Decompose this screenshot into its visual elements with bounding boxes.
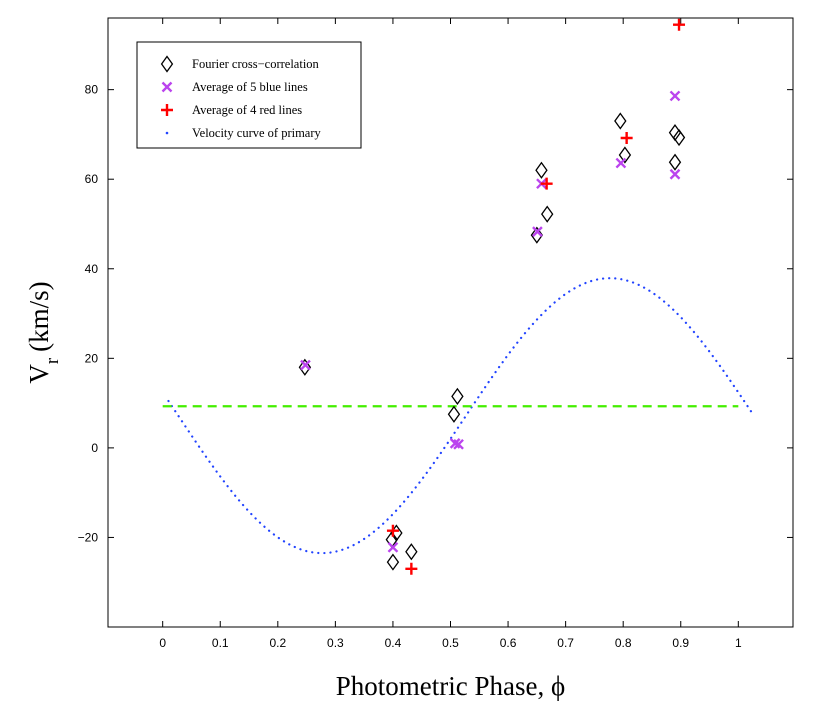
series-0-point-8: [535, 161, 548, 179]
legend-label-3: Velocity curve of primary: [192, 126, 322, 140]
y-tick-label-1: 0: [91, 441, 98, 455]
legend-label-2: Average of 4 red lines: [192, 103, 302, 117]
x-tick-label-7: 0.7: [557, 636, 574, 650]
legend-marker-3: [165, 131, 169, 135]
series-0-point-11: [618, 146, 632, 164]
series-1-point-7: [669, 90, 681, 102]
x-tick-label-5: 0.5: [442, 636, 459, 650]
y-axis-title-main: V: [24, 364, 54, 384]
series-0-point-7: [530, 226, 544, 244]
series-1-point-8: [669, 168, 681, 180]
series-0-point-12: [668, 124, 682, 142]
legend-label-0: Fourier cross−correlation: [192, 57, 320, 71]
series-2-point-1: [405, 562, 418, 575]
velocity-curve: [167, 277, 753, 555]
x-tick-label-2: 0.2: [269, 636, 286, 650]
y-axis-title-sub: r: [42, 357, 63, 364]
x-tick-label-0: 0: [159, 636, 166, 650]
x-tick-label-9: 0.9: [672, 636, 689, 650]
series-0-point-0: [298, 358, 312, 376]
x-axis-title: Photometric Phase, ϕ: [336, 671, 565, 701]
x-tick-label-4: 0.4: [385, 636, 402, 650]
series-1-point-0: [300, 359, 311, 371]
x-tick-label-8: 0.8: [615, 636, 632, 650]
legend-box: [136, 41, 362, 149]
x-tick-label-10: 1: [735, 636, 742, 650]
legend-marker-1: [161, 81, 173, 93]
series-0-point-9: [541, 205, 554, 223]
legend: Fourier cross−correlation Average of 5 bl…: [136, 41, 362, 149]
series-1-point-4: [532, 226, 543, 237]
plot-area: 0 0.1 0.2 0.3 0.4 0.5 0.6 0.7 0.8 0.9 1 −20 0 20 40 60 8…: [78, 17, 794, 650]
y-tick-label-5: 80: [85, 83, 99, 97]
y-tick-label-0: −20: [78, 530, 99, 544]
series-2-point-4: [673, 18, 686, 31]
series-1-point-3: [453, 438, 464, 450]
legend-marker-2: [161, 104, 173, 116]
series-1-point-6: [615, 157, 627, 169]
series-0-point-5: [447, 405, 461, 423]
series-0-point-3: [386, 553, 400, 571]
y-axis-title-units: (km/s): [24, 281, 54, 352]
legend-marker-0: [160, 55, 174, 73]
x-tick-label-1: 0.1: [212, 636, 229, 650]
y-tick-label-3: 40: [85, 262, 99, 276]
series-1-point-1: [387, 541, 399, 553]
y-tick-label-4: 60: [85, 172, 99, 186]
y-axis-title: Vr (km/s): [24, 281, 63, 383]
data-layer: [162, 18, 753, 575]
series-0-point-4: [405, 543, 418, 561]
series-2-point-2: [540, 177, 553, 190]
legend-label-1: Average of 5 blue lines: [192, 80, 308, 94]
y-tick-label-2: 20: [85, 351, 99, 365]
series-2-point-3: [620, 132, 633, 145]
series-2-point-0: [386, 524, 399, 537]
x-tick-label-3: 0.3: [327, 636, 344, 650]
series-0-point-6: [451, 387, 464, 405]
x-tick-label-6: 0.6: [500, 636, 517, 650]
series-0-point-10: [614, 112, 627, 130]
series-0-point-13: [672, 128, 686, 147]
series-0-point-14: [668, 153, 682, 171]
